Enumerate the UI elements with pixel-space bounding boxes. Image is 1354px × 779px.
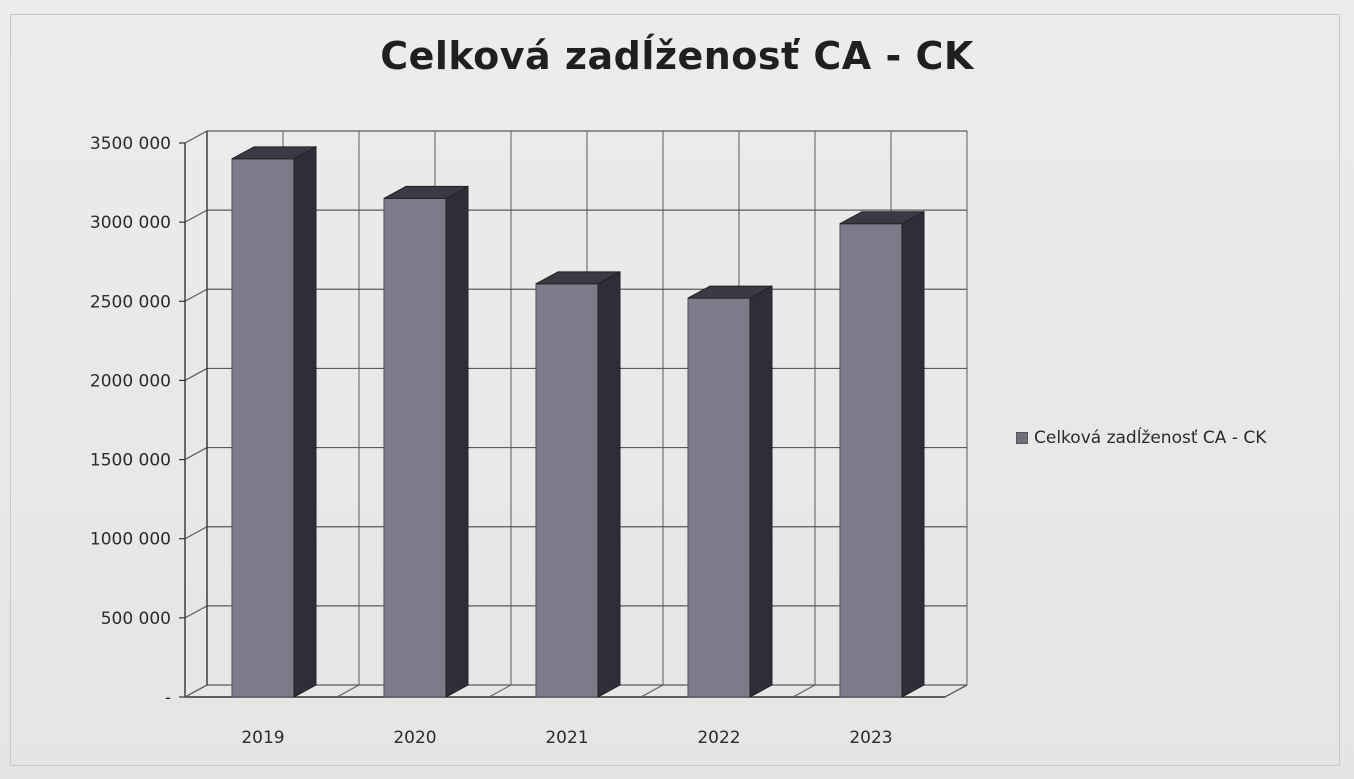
chart-border	[10, 14, 1340, 766]
x-tick-label: 2023	[849, 728, 892, 748]
gridline-side	[184, 605, 208, 619]
bar	[535, 283, 599, 698]
legend-swatch	[1016, 432, 1028, 444]
floor-divider	[184, 684, 208, 698]
x-tick-label: 2020	[393, 728, 436, 748]
bar-side	[597, 271, 621, 698]
bar-side	[901, 210, 925, 698]
y-tick-label: 1000 000	[90, 530, 171, 550]
gridline-side	[184, 288, 208, 302]
floor-divider	[488, 684, 512, 698]
floor-divider	[640, 684, 664, 698]
bar	[231, 158, 295, 698]
floor-divider	[944, 684, 968, 698]
bar-side	[293, 145, 317, 698]
gridline-side	[184, 447, 208, 461]
gridline-side	[184, 367, 208, 381]
y-tick-label: 500 000	[101, 609, 171, 629]
gridline-side	[184, 130, 208, 144]
bar-top	[535, 271, 621, 285]
y-tick-label: 3500 000	[90, 134, 171, 154]
y-tick-label: -	[165, 688, 171, 708]
bar-top	[839, 211, 925, 225]
bar	[839, 223, 903, 698]
bar	[383, 197, 447, 698]
x-tick-label: 2021	[545, 728, 588, 748]
y-tick-label: 2500 000	[90, 292, 171, 312]
bar-top	[687, 285, 773, 299]
bar-top	[231, 146, 317, 160]
bar-side	[445, 185, 469, 698]
y-tick-label: 2000 000	[90, 371, 171, 391]
bar-side	[749, 285, 773, 698]
floor-divider	[336, 684, 360, 698]
floor-divider	[792, 684, 816, 698]
x-tick-label: 2019	[241, 728, 284, 748]
y-tick-label: 3000 000	[90, 213, 171, 233]
y-tick-label: 1500 000	[90, 451, 171, 471]
legend: Celková zadĺženosť CA - CK	[1016, 428, 1266, 448]
chart-title: Celková zadĺženosť CA - CK	[380, 34, 974, 78]
bar-top	[383, 185, 469, 199]
bar	[687, 297, 751, 698]
legend-label: Celková zadĺženosť CA - CK	[1034, 428, 1267, 448]
x-tick-label: 2022	[697, 728, 740, 748]
gridline-side	[184, 526, 208, 540]
gridline-side	[184, 209, 208, 223]
